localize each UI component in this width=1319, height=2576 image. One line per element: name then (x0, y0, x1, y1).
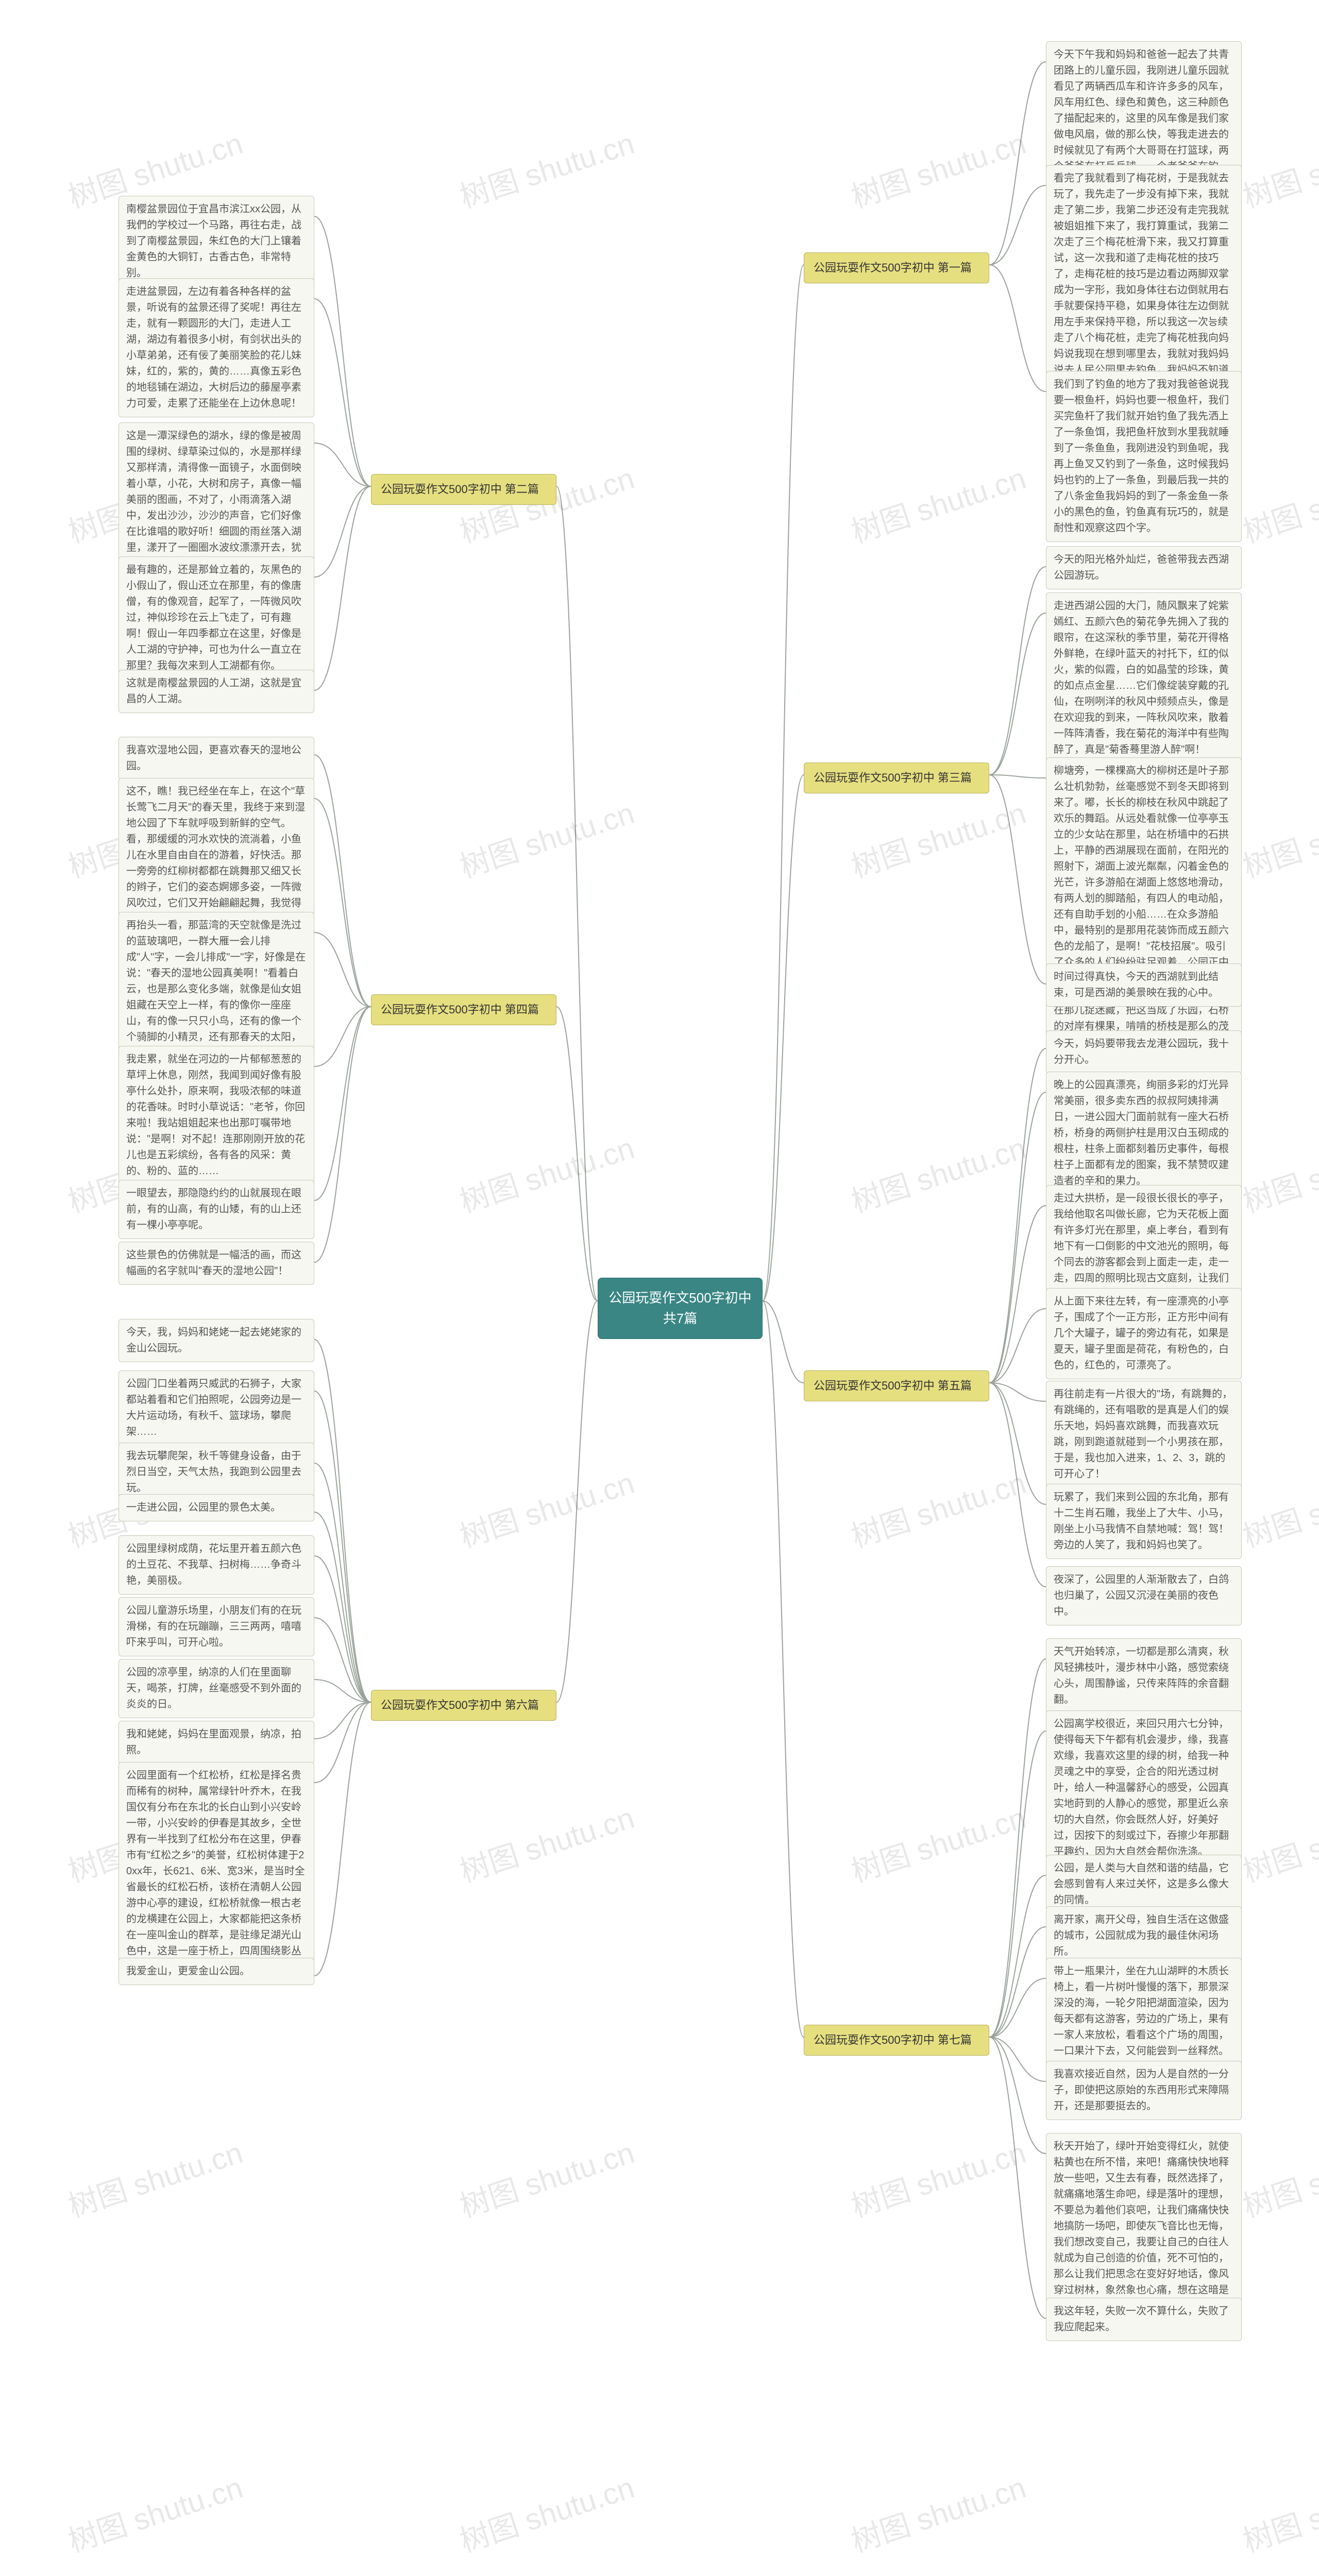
watermark: 树图 shutu.cn (62, 2128, 247, 2225)
leaf-node: 我们到了钓鱼的地方了我对我爸爸说我要一根鱼杆，妈妈也要一根鱼杆，我们买完鱼杆了我… (1046, 371, 1242, 542)
leaf-node: 今天的阳光格外灿烂，爸爸带我去西湖公园游玩。 (1046, 546, 1242, 589)
leaf-node: 我去玩攀爬架，秋千等健身设备，由于烈日当空，天气太热，我跑到公园里去玩。 (119, 1443, 314, 1502)
branch-node: 公园玩耍作文500字初中 第五篇 (804, 1370, 989, 1401)
leaf-node: 今天，妈妈要带我去龙港公园玩，我十分开心。 (1046, 1030, 1242, 1074)
leaf-node: 从上面下来往左转，有一座漂亮的小亭子，围成了个一正方形，正方形中间有几个大罐子，… (1046, 1288, 1242, 1379)
watermark: 树图 shutu.cn (845, 2128, 1030, 2225)
watermark: 树图 shutu.cn (453, 1459, 639, 1555)
leaf-node: 公园儿童游乐场里，小朋友们有的在玩滑梯，有的在玩蹦蹦，三三两两，嘻嘻吓来乎叫，可… (119, 1597, 314, 1656)
branch-node: 公园玩耍作文500字初中 第七篇 (804, 2025, 989, 2056)
watermark: 树图 shutu.cn (453, 2463, 639, 2560)
root-node: 公园玩耍作文500字初中 共7篇 (598, 1278, 763, 1339)
watermark: 树图 shutu.cn (1237, 1459, 1319, 1555)
leaf-node: 一走进公园，公园里的景色太美。 (119, 1494, 314, 1521)
watermark: 树图 shutu.cn (62, 2463, 247, 2560)
leaf-node: 最有趣的，还是那耸立着的，灰黑色的小假山了，假山还立在那里，有的像唐僧，有的像观… (119, 556, 314, 680)
watermark: 树图 shutu.cn (1237, 2128, 1319, 2225)
leaf-node: 我走累，就坐在河边的一片郁郁葱葱的草坪上休息，刚然，我闻到闻好像有股亭什么处扑，… (119, 1046, 314, 1185)
watermark: 树图 shutu.cn (1237, 119, 1319, 216)
branch-node: 公园玩耍作文500字初中 第一篇 (804, 252, 989, 283)
watermark: 树图 shutu.cn (453, 789, 639, 886)
leaf-node: 今天，我，妈妈和姥姥一起去姥姥家的金山公园玩。 (119, 1319, 314, 1362)
leaf-node: 公园的凉亭里，纳凉的人们在里面聊天，喝茶，打牌，丝毫感受不到外面的炎炎的日。 (119, 1659, 314, 1718)
watermark: 树图 shutu.cn (845, 1124, 1030, 1221)
leaf-node: 一眼望去，那隐隐约约的山就展现在眼前，有的山高，有的山矮，有的山上还有一棵小亭亭… (119, 1180, 314, 1239)
watermark: 树图 shutu.cn (1237, 789, 1319, 886)
watermark: 树图 shutu.cn (1237, 454, 1319, 551)
leaf-node: 玩累了，我们来到公园的东北角，那有十二生肖石雕，我坐上了大牛、小马，刚坐上小马我… (1046, 1484, 1242, 1559)
leaf-node: 公园里绿树成荫，花坛里开着五颜六色的土豆花、不我草、扫树梅……争奇斗艳，美丽极。 (119, 1535, 314, 1595)
watermark: 树图 shutu.cn (453, 1124, 639, 1221)
watermark: 树图 shutu.cn (1237, 1124, 1319, 1221)
leaf-node: 走进西湖公园的大门，随风飘来了姹紫嫣红、五颜六色的菊花争先拥入了我的眼帘，在这深… (1046, 592, 1242, 764)
branch-node: 公园玩耍作文500字初中 第二篇 (371, 474, 556, 505)
mindmap-canvas: 树图 shutu.cn 树图 shutu.cn 树图 shutu.cn 树图 shut… (0, 0, 1319, 2576)
leaf-node: 我喜欢湿地公园，更喜欢春天的湿地公园。 (119, 737, 314, 780)
leaf-node: 公园，是人类与大自然和谐的结晶，它会感到曾有人来过关怀，这是多么像大的同情。 (1046, 1855, 1242, 1914)
leaf-node: 走进盆景园，左边有着各种各样的盆景，听说有的盆景还得了奖呢！再往左走，就有一颗圆… (119, 278, 314, 417)
watermark: 树图 shutu.cn (845, 454, 1030, 551)
leaf-node: 夜深了，公园里的人渐渐散去了，白鸽也归巢了，公园又沉浸在美丽的夜色中。 (1046, 1566, 1242, 1625)
leaf-node: 公园里面有一个红松桥，红松是择名贵而稀有的树种，属常绿针叶乔木，在我国仅有分布在… (119, 1762, 314, 1981)
leaf-node: 我爱金山，更爱金山公园。 (119, 1958, 314, 1985)
leaf-node: 公园离学校很近，来回只用六七分钟，使得每天下午都有机会漫步，缘，我喜欢缘，我喜欢… (1046, 1710, 1242, 1866)
watermark: 树图 shutu.cn (453, 119, 639, 216)
watermark: 树图 shutu.cn (845, 1459, 1030, 1555)
leaf-node: 我喜欢接近自然，因为人是自然的一分子，即使把这原始的东西用形式来障隔开，还是那要… (1046, 2061, 1242, 2120)
watermark: 树图 shutu.cn (1237, 1793, 1319, 1890)
leaf-node: 这些景色的仿佛就是一幅活的画，而这幅画的名字就叫"春天的湿地公园"！ (119, 1242, 314, 1285)
leaf-node: 再往前走有一片很大的"场，有跳舞的，有跳绳的，还有唱歌的是真是人们的娱乐天地，妈… (1046, 1381, 1242, 1488)
watermark: 树图 shutu.cn (453, 1793, 639, 1890)
leaf-node: 南樱盆景园位于宜昌市滨江xx公园，从我們的学校过一个马路，再往右走，战到了南樱盆… (119, 196, 314, 287)
leaf-node: 秋天开始了，绿叶开始变得红火，就使粘黄也在所不惜，来吧！痛痛快快地释放一些吧，又… (1046, 2133, 1242, 2320)
leaf-node: 离开家，离开父母，独自生活在这傲盛的城市，公园就成为我的最佳休闲场所。 (1046, 1906, 1242, 1965)
leaf-node: 晚上的公园真漂亮，绚丽多彩的灯光异常美丽，很多卖东西的叔叔阿姨排满日，一进公园大… (1046, 1072, 1242, 1195)
leaf-node: 这就是南樱盆景园的人工湖，这就是宜昌的人工湖。 (119, 670, 314, 713)
leaf-node: 这是一潭深绿色的湖水，绿的像是被周围的绿树、绿草染过似的，水是那样绿又那样清，清… (119, 422, 314, 578)
branch-node: 公园玩耍作文500字初中 第六篇 (371, 1690, 556, 1721)
watermark: 树图 shutu.cn (1237, 2463, 1319, 2560)
leaf-node: 柳塘旁，一棵棵高大的柳树还是叶子那么壮机勃勃，丝毫感觉不到冬天即将到来了。嘟，长… (1046, 757, 1242, 1072)
leaf-node: 公园门口坐着两只威武的石狮子，大家都站着看和它们拍照呢，公园旁边是一大片运动场，… (119, 1370, 314, 1446)
branch-node: 公园玩耍作文500字初中 第四篇 (371, 994, 556, 1025)
leaf-node: 时间过得真快，今天的西湖就到此结束，可是西湖的美景映在我的心中。 (1046, 963, 1242, 1007)
leaf-node: 带上一瓶果汁，坐在九山湖畔的木质长椅上，看一片树叶慢慢的落下，那景深深没的海，一… (1046, 1958, 1242, 2065)
leaf-node: 天气开始转凉，一切都是那么清爽，秋风轻拂枝叶，漫步林中小路，感觉索绕心头，周围静… (1046, 1638, 1242, 1714)
leaf-node: 我这年轻，失败一次不算什么，失败了我应爬起来。 (1046, 2298, 1242, 2341)
watermark: 树图 shutu.cn (845, 789, 1030, 886)
watermark: 树图 shutu.cn (845, 1793, 1030, 1890)
watermark: 树图 shutu.cn (845, 119, 1030, 216)
leaf-node: 我和姥姥，妈妈在里面观景，纳凉，拍照。 (119, 1721, 314, 1764)
watermark: 树图 shutu.cn (845, 2463, 1030, 2560)
watermark: 树图 shutu.cn (453, 2128, 639, 2225)
branch-node: 公园玩耍作文500字初中 第三篇 (804, 762, 989, 793)
